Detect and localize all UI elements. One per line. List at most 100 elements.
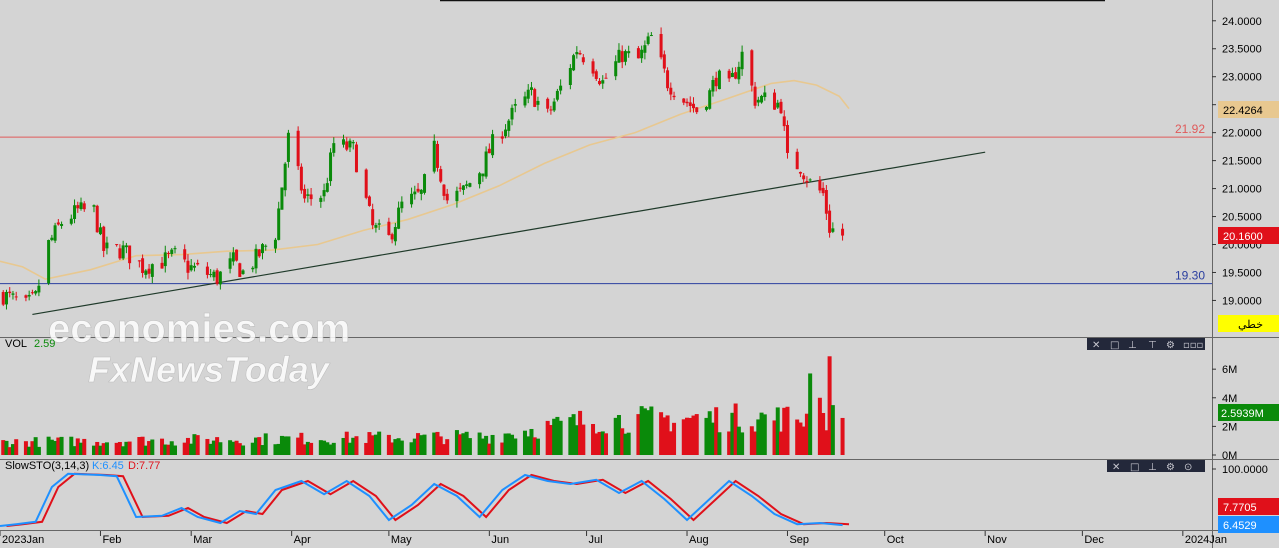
candle-body [763,92,767,98]
volume-bar [263,433,268,455]
candle-body [581,57,585,63]
volume-bar [228,440,233,455]
candle-body [303,188,307,199]
maximize-icon[interactable]: □ [1110,340,1119,351]
volume-bar [14,439,19,455]
sto-k-badge: 6.4529 [1218,516,1279,533]
candle-body [309,194,313,200]
volume-bar [782,407,787,455]
volume-bar [91,445,96,455]
candle-body [711,80,715,92]
volume-bar [215,437,220,455]
volume-bar [354,436,359,455]
candle-body [620,51,624,63]
volume-bar [438,436,443,455]
volume-bar [189,443,194,455]
price-tick-label: 23.0000 [1222,72,1262,84]
candle-body [737,66,741,80]
candle-body [669,87,673,95]
trendline[interactable] [32,151,986,316]
candle-body [371,209,375,226]
stochastic-pane[interactable] [0,461,1212,529]
volume-bar [409,442,414,455]
volume-bar [211,440,216,455]
volume-bar [694,414,699,455]
volume-bar [318,440,323,455]
candle-body [416,188,420,192]
volume-bar [552,418,557,455]
volume-bar [626,432,631,455]
candle-body [802,175,806,180]
candle-body [397,207,401,229]
candle-body [345,141,349,150]
volume-bar [241,445,246,455]
candle-body [30,292,34,294]
candle-body [79,202,83,210]
candle-body [491,134,495,156]
time-tick-label: Nov [987,534,1007,546]
maximize-icon[interactable]: □ [1130,462,1139,473]
volume-bar [344,431,349,455]
volume-bar [665,415,670,455]
volume-bar [487,443,492,455]
candle-body [144,270,148,275]
volume-bar [571,414,576,455]
volume-bar [257,437,262,455]
candle-body [264,245,268,247]
volume-bar [23,441,28,455]
time-axis: 2023Jan Feb Mar Apr May Jun Jul Aug Sep Oct Nov Dec… [0,531,1227,546]
candle-body [76,205,80,209]
volume-bar [636,414,641,455]
volume-bar [234,440,239,455]
candle-body [53,225,57,241]
volume-toolbar: ✕ □ ⊥ ⊤ ⚙ ▫▫▫ [1087,338,1205,351]
volume-bar [597,431,602,455]
candle-body [325,183,329,192]
candle-body [73,205,77,219]
tool-badge[interactable]: خطي [1218,315,1279,332]
volume-bar [416,433,421,455]
more-icon[interactable]: ▫▫▫ [1183,340,1203,351]
candle-body [821,187,825,194]
candle-body [623,51,627,62]
move-up-icon[interactable]: ⊥ [1128,340,1137,351]
candle-body [841,228,845,236]
volume-bar [510,434,515,455]
volume-bar [740,432,745,455]
volume-bar [840,417,845,455]
close-icon[interactable]: ✕ [1092,340,1100,351]
price-pane[interactable] [0,0,1212,336]
candle-body [649,35,653,37]
move-down-icon[interactable]: ⊤ [1148,340,1157,351]
move-up-icon[interactable]: ⊥ [1148,462,1157,473]
more-icon[interactable]: ⊙ [1184,462,1192,473]
volume-bar [396,438,401,455]
volume-bar [604,433,608,455]
volume-bar [273,444,278,455]
volume-label: VOL [5,338,27,350]
volume-bar [386,434,391,455]
volume-bar [422,434,427,455]
candle-body [189,265,193,271]
settings-icon[interactable]: ⚙ [1166,462,1175,473]
volume-bar [772,420,777,455]
volume-bar [646,410,651,455]
candle-body [257,249,261,257]
candle-body [419,189,423,194]
volume-bar [642,408,647,455]
last-price-badge-text: 20.1600 [1223,231,1263,243]
settings-icon[interactable]: ⚙ [1166,340,1175,351]
volume-bar [95,441,100,455]
candle-body [319,197,323,202]
candle-body [92,205,96,207]
volume-bar [749,426,754,455]
candle-body [332,143,336,153]
candle-body [251,267,255,270]
volume-bar [377,431,382,455]
candle-body [513,104,517,106]
volume-bar [75,438,80,455]
candle-body [205,266,209,275]
candle-body [105,242,109,249]
close-icon[interactable]: ✕ [1112,462,1120,473]
candle-body [1,292,5,305]
